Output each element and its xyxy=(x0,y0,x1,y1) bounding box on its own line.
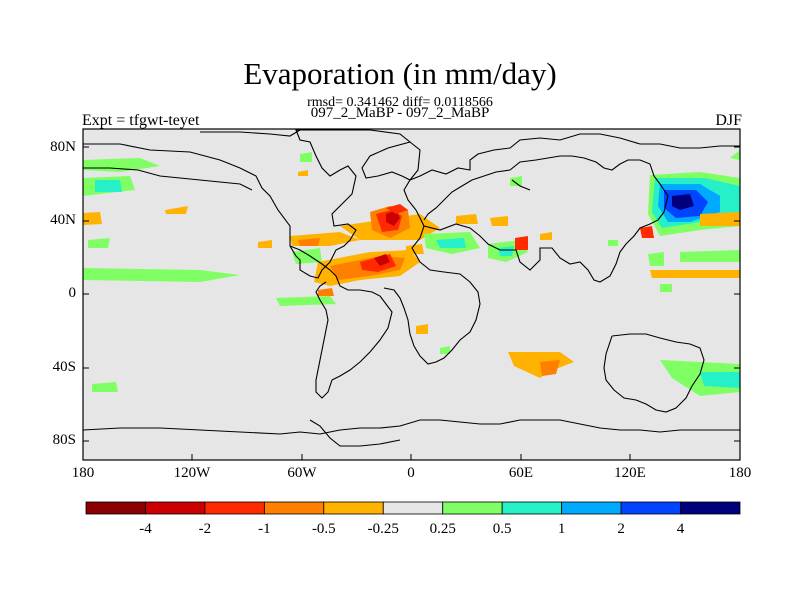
colorbar-swatch xyxy=(442,501,503,515)
colorbar-label: 2 xyxy=(617,521,625,537)
y-tick-label: 80N xyxy=(50,139,76,155)
colorbar-label: 0.5 xyxy=(492,521,512,537)
colorbar-swatch xyxy=(382,501,444,515)
continent-outlines xyxy=(83,129,740,447)
colorbar-label: 4 xyxy=(676,521,685,537)
x-tick-label: 60W xyxy=(287,465,317,481)
y-tick-label: 40N xyxy=(50,212,76,228)
y-tick-label: 80S xyxy=(52,432,76,448)
x-tick-label: 0 xyxy=(407,465,415,481)
colorbar-swatch xyxy=(263,501,325,515)
x-tick-label: 180 xyxy=(728,465,752,481)
colorbar-label: -1 xyxy=(258,521,271,537)
y-tick-label: 0 xyxy=(68,285,77,301)
colorbar-label: 1 xyxy=(557,521,566,537)
colorbar-label: -0.5 xyxy=(311,521,336,537)
colorbar-swatch xyxy=(620,501,681,515)
colorbar-swatch xyxy=(501,501,563,515)
map-subtitle: 097_2_MaBP - 097_2_MaBP xyxy=(310,105,490,121)
y-tick-label: 40S xyxy=(52,359,76,375)
map-background xyxy=(83,129,740,460)
colorbar-label: -4 xyxy=(139,521,152,537)
colorbar-label: 0.25 xyxy=(429,521,456,537)
x-tick-label: 60E xyxy=(508,465,534,481)
stats-line: rmsd= 0.341462 diff= 0.0118566 xyxy=(307,95,493,110)
map-title: Evaporation (in mm/day) xyxy=(243,56,557,91)
colorbar xyxy=(85,501,741,515)
colorbar-swatch xyxy=(204,501,265,515)
axis-ticks xyxy=(82,146,741,460)
colorbar-swatch xyxy=(145,501,206,515)
colorbar-swatch xyxy=(85,501,146,515)
colorbar-swatch xyxy=(561,501,622,515)
colorbar-swatch xyxy=(323,501,384,515)
x-tick-label: 180 xyxy=(71,465,95,481)
x-tick-label: 120W xyxy=(173,465,211,481)
colorbar-label: -0.25 xyxy=(367,521,399,537)
colorbar-swatch xyxy=(680,501,741,515)
season-label: DJF xyxy=(715,112,742,129)
x-tick-label: 120E xyxy=(614,465,646,481)
experiment-label: Expt = tfgwt-teyet xyxy=(82,112,200,129)
colorbar-label: -2 xyxy=(198,521,212,537)
